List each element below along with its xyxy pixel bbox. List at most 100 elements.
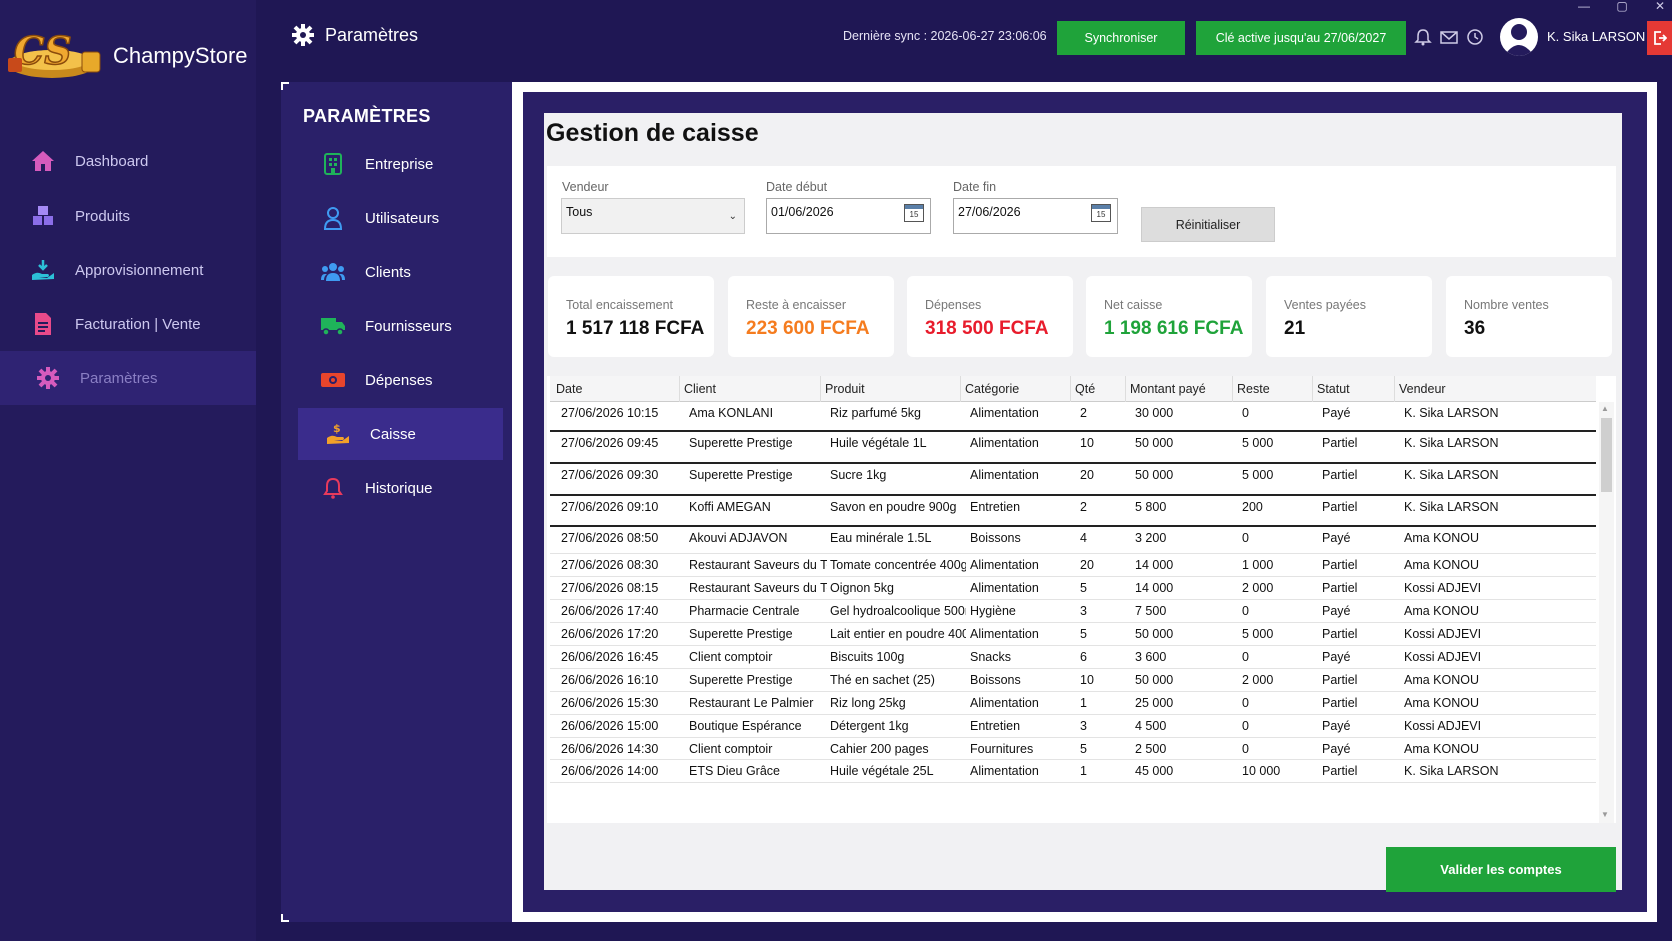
- table-cell: Alimentation: [970, 581, 1039, 595]
- table-cell: Partiel: [1322, 673, 1358, 687]
- table-cell: 27/06/2026 08:30: [561, 558, 659, 572]
- table-cell: 1 000: [1242, 558, 1274, 572]
- settings-item-label: Caisse: [370, 425, 416, 443]
- clock-icon[interactable]: [1466, 28, 1484, 51]
- settings-item-depenses[interactable]: Dépenses: [298, 354, 503, 406]
- start-date-field[interactable]: 01/06/2026 15: [766, 198, 931, 234]
- table-row[interactable]: 26/06/2026 15:00 Boutique Espérance Déterg…: [550, 715, 1596, 738]
- maximize-icon[interactable]: ▢: [1616, 0, 1628, 13]
- end-date-value: 27/06/2026: [958, 205, 1021, 219]
- table-cell: 26/06/2026 17:40: [561, 604, 659, 618]
- table-cell: Alimentation: [970, 406, 1039, 420]
- nav-item-label: Paramètres: [80, 369, 158, 387]
- table-cell: Client comptoir: [689, 742, 773, 756]
- settings-menu: PARAMÈTRES Entreprise Utilisateurs Clien…: [281, 82, 513, 922]
- table-cell: 50 000: [1135, 468, 1174, 482]
- table-row[interactable]: 26/06/2026 16:45 Client comptoir Biscuits …: [550, 646, 1596, 669]
- table-row[interactable]: 26/06/2026 16:10 Superette Prestige Thé en…: [550, 669, 1596, 692]
- table-cell: 2: [1080, 406, 1087, 420]
- table-scrollbar[interactable]: ▲ ▼: [1599, 402, 1614, 823]
- table-row[interactable]: 27/06/2026 08:50 Akouvi ADJAVON Eau minéra…: [550, 527, 1596, 554]
- table-cell: Kossi ADJEVI: [1404, 719, 1482, 733]
- scroll-down-icon[interactable]: ▼: [1601, 810, 1609, 819]
- scrollbar-thumb[interactable]: [1601, 418, 1612, 492]
- table-cell: Superette Prestige: [689, 468, 793, 482]
- table-cell: Entretien: [970, 719, 1021, 733]
- column-header[interactable]: Reste: [1237, 382, 1270, 396]
- settings-item-utilisateurs[interactable]: Utilisateurs: [298, 192, 503, 244]
- vendor-select[interactable]: Tous ⌄: [561, 198, 745, 234]
- nav-item-produits[interactable]: Produits: [0, 189, 256, 243]
- reset-button[interactable]: Réinitialiser: [1141, 207, 1275, 242]
- table-cell: Boissons: [970, 531, 1021, 545]
- calendar-icon[interactable]: 15: [1091, 204, 1111, 222]
- table-row[interactable]: 26/06/2026 14:00 ETS Dieu Grâce Huile végé…: [550, 760, 1596, 783]
- avatar[interactable]: [1500, 18, 1538, 56]
- table-cell: 50 000: [1135, 436, 1174, 450]
- license-button[interactable]: Clé active jusqu'au 27/06/2027: [1196, 21, 1406, 55]
- settings-item-fournisseurs[interactable]: Fournisseurs: [298, 300, 503, 352]
- column-header[interactable]: Client: [684, 382, 716, 396]
- bell-icon[interactable]: [1414, 28, 1432, 51]
- calendar-icon[interactable]: 15: [904, 204, 924, 222]
- end-date-label: Date fin: [953, 180, 997, 194]
- minimize-icon[interactable]: —: [1578, 0, 1590, 13]
- table-cell: Ama KONOU: [1404, 673, 1480, 687]
- logout-icon[interactable]: [1647, 21, 1672, 55]
- nav-item-parametres[interactable]: Paramètres: [0, 351, 256, 405]
- table-row[interactable]: 26/06/2026 15:30 Restaurant Le Palmier Riz…: [550, 692, 1596, 715]
- settings-item-entreprise[interactable]: Entreprise: [298, 138, 503, 190]
- nav-item-label: Approvisionnement: [75, 261, 204, 279]
- table-row[interactable]: 27/06/2026 08:30 Restaurant Saveurs du To…: [550, 554, 1596, 577]
- header-icons: [1414, 28, 1484, 51]
- table-row[interactable]: 26/06/2026 14:30 Client comptoir Cahier 20…: [550, 738, 1596, 760]
- table-cell: Kossi ADJEVI: [1404, 650, 1482, 664]
- table-header: Date Client Produit Catégorie Qté Montant pay…: [550, 376, 1596, 402]
- column-header[interactable]: Qté: [1075, 382, 1096, 396]
- table-cell: 0: [1242, 604, 1249, 618]
- settings-item-caisse[interactable]: $ Caisse: [298, 408, 503, 460]
- nav-item-facturation[interactable]: Facturation | Vente: [0, 297, 256, 351]
- validate-accounts-button[interactable]: Valider les comptes: [1386, 847, 1616, 892]
- boxes-icon: [30, 203, 56, 229]
- table-cell: Alimentation: [970, 436, 1039, 450]
- table-cell: 5 000: [1242, 468, 1274, 482]
- table-cell: 3: [1080, 719, 1087, 733]
- gear-icon: [35, 365, 61, 391]
- mail-icon[interactable]: [1440, 28, 1458, 51]
- card-reste-a-encaisser: Reste à encaisser 223 600 FCFA: [728, 276, 894, 357]
- settings-item-historique[interactable]: Historique: [298, 462, 503, 514]
- column-header[interactable]: Produit: [825, 382, 865, 396]
- table-cell: 27/06/2026 09:30: [561, 468, 659, 482]
- sync-button[interactable]: Synchroniser: [1057, 21, 1185, 55]
- table-row[interactable]: 26/06/2026 17:40 Pharmacie Centrale Gel hy…: [550, 600, 1596, 623]
- table-cell: Partiel: [1322, 581, 1358, 595]
- column-header[interactable]: Statut: [1317, 382, 1350, 396]
- table-cell: Fournitures: [970, 742, 1034, 756]
- card-value: 21: [1284, 318, 1306, 339]
- table-row[interactable]: 27/06/2026 10:15 Ama KONLANI Riz parfumé 5…: [550, 402, 1596, 432]
- table-cell: 10 000: [1242, 764, 1281, 778]
- column-header[interactable]: Montant payé: [1130, 382, 1206, 396]
- table-row[interactable]: 26/06/2026 17:20 Superette Prestige Lait e…: [550, 623, 1596, 646]
- table-row[interactable]: 27/06/2026 09:30 Superette Prestige Sucre …: [550, 464, 1596, 496]
- nav-item-dashboard[interactable]: Dashboard: [0, 134, 256, 188]
- table-cell: 2 500: [1135, 742, 1167, 756]
- table-row[interactable]: 27/06/2026 09:10 Koffi AMEGAN Savon en pou…: [550, 496, 1596, 527]
- nav-item-label: Produits: [75, 207, 131, 225]
- close-icon[interactable]: ✕: [1654, 0, 1666, 13]
- nav-item-approvisionnement[interactable]: Approvisionnement: [0, 243, 256, 297]
- scroll-up-icon[interactable]: ▲: [1601, 404, 1609, 413]
- column-header[interactable]: Date: [556, 382, 583, 396]
- column-header[interactable]: Catégorie: [965, 382, 1020, 396]
- table-row[interactable]: 27/06/2026 08:15 Restaurant Saveurs du To…: [550, 577, 1596, 600]
- settings-item-clients[interactable]: Clients: [298, 246, 503, 298]
- table-cell: Alimentation: [970, 558, 1039, 572]
- card-depenses: Dépenses 318 500 FCFA: [907, 276, 1073, 357]
- table-cell: Thé en sachet (25): [830, 673, 935, 687]
- table-cell: 5 800: [1135, 500, 1167, 514]
- end-date-field[interactable]: 27/06/2026 15: [953, 198, 1118, 234]
- column-header[interactable]: Vendeur: [1399, 382, 1446, 396]
- table-cell: 0: [1242, 696, 1249, 710]
- table-row[interactable]: 27/06/2026 09:45 Superette Prestige Huile …: [550, 432, 1596, 464]
